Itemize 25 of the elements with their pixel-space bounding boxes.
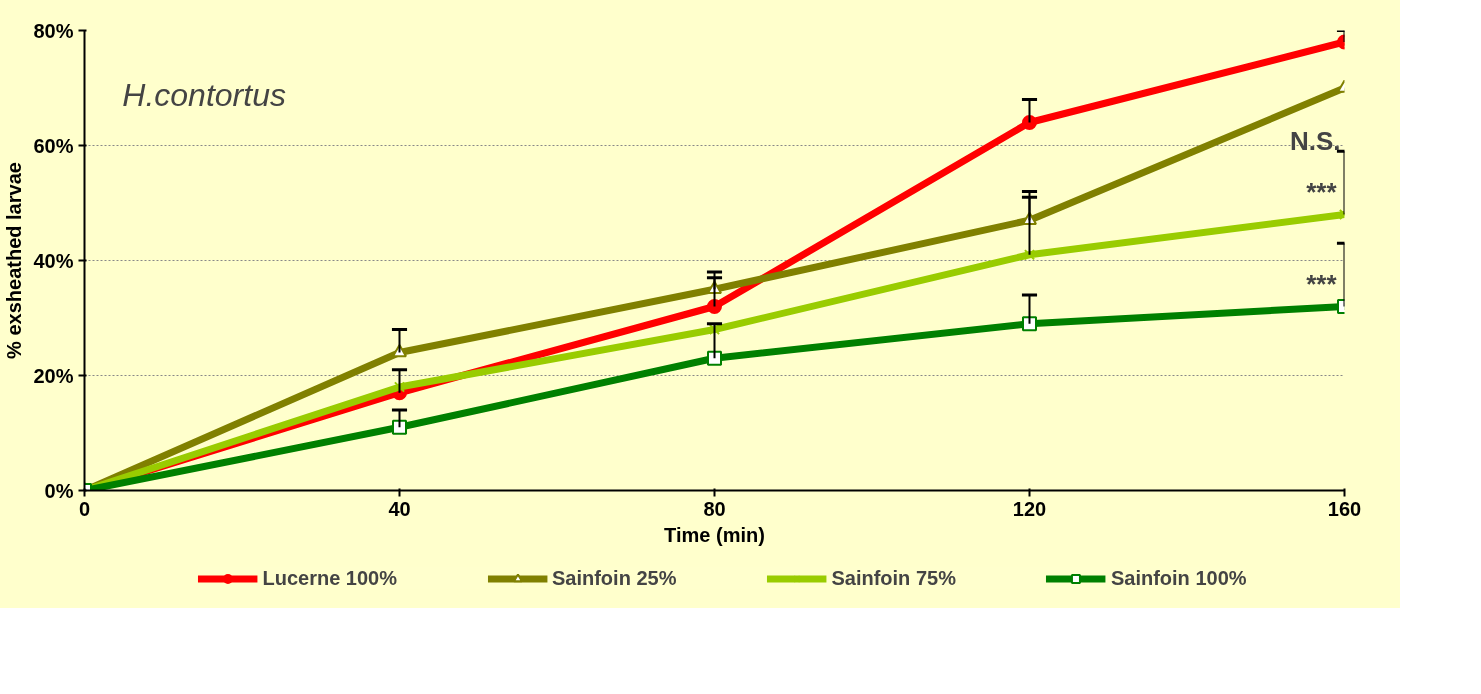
y-axis-title: % exsheathed larvae (3, 162, 26, 359)
annotation: N.S. (1289, 125, 1341, 156)
y-tick-label: 40% (33, 249, 74, 272)
point (1022, 316, 1037, 332)
point (1023, 249, 1036, 261)
x-axis-title: Time (min) (664, 523, 765, 546)
x-tick-label: 120 (1012, 497, 1047, 520)
x-tick-label: 160 (1327, 497, 1362, 520)
annotation: *** (1306, 176, 1338, 207)
legend-label: Sainfoin 75% (831, 566, 956, 590)
legend-label: Sainfoin 25% (551, 566, 677, 590)
annotation: *** (1306, 268, 1338, 299)
annotation: H.contortus (122, 76, 286, 113)
x-tick-label: 0 (78, 497, 91, 520)
legend-label: Sainfoin 100% (1110, 566, 1247, 590)
y-tick-label: 60% (33, 134, 74, 157)
y-tick-label: 20% (33, 364, 74, 387)
legend-label: Lucerne 100% (262, 566, 397, 590)
y-tick-label: 80% (33, 19, 74, 42)
point (392, 419, 407, 435)
point (707, 350, 722, 366)
x-tick-label: 80 (703, 497, 726, 520)
point (393, 381, 406, 393)
y-tick-label: 0% (44, 479, 74, 502)
x-tick-label: 40 (388, 497, 411, 520)
